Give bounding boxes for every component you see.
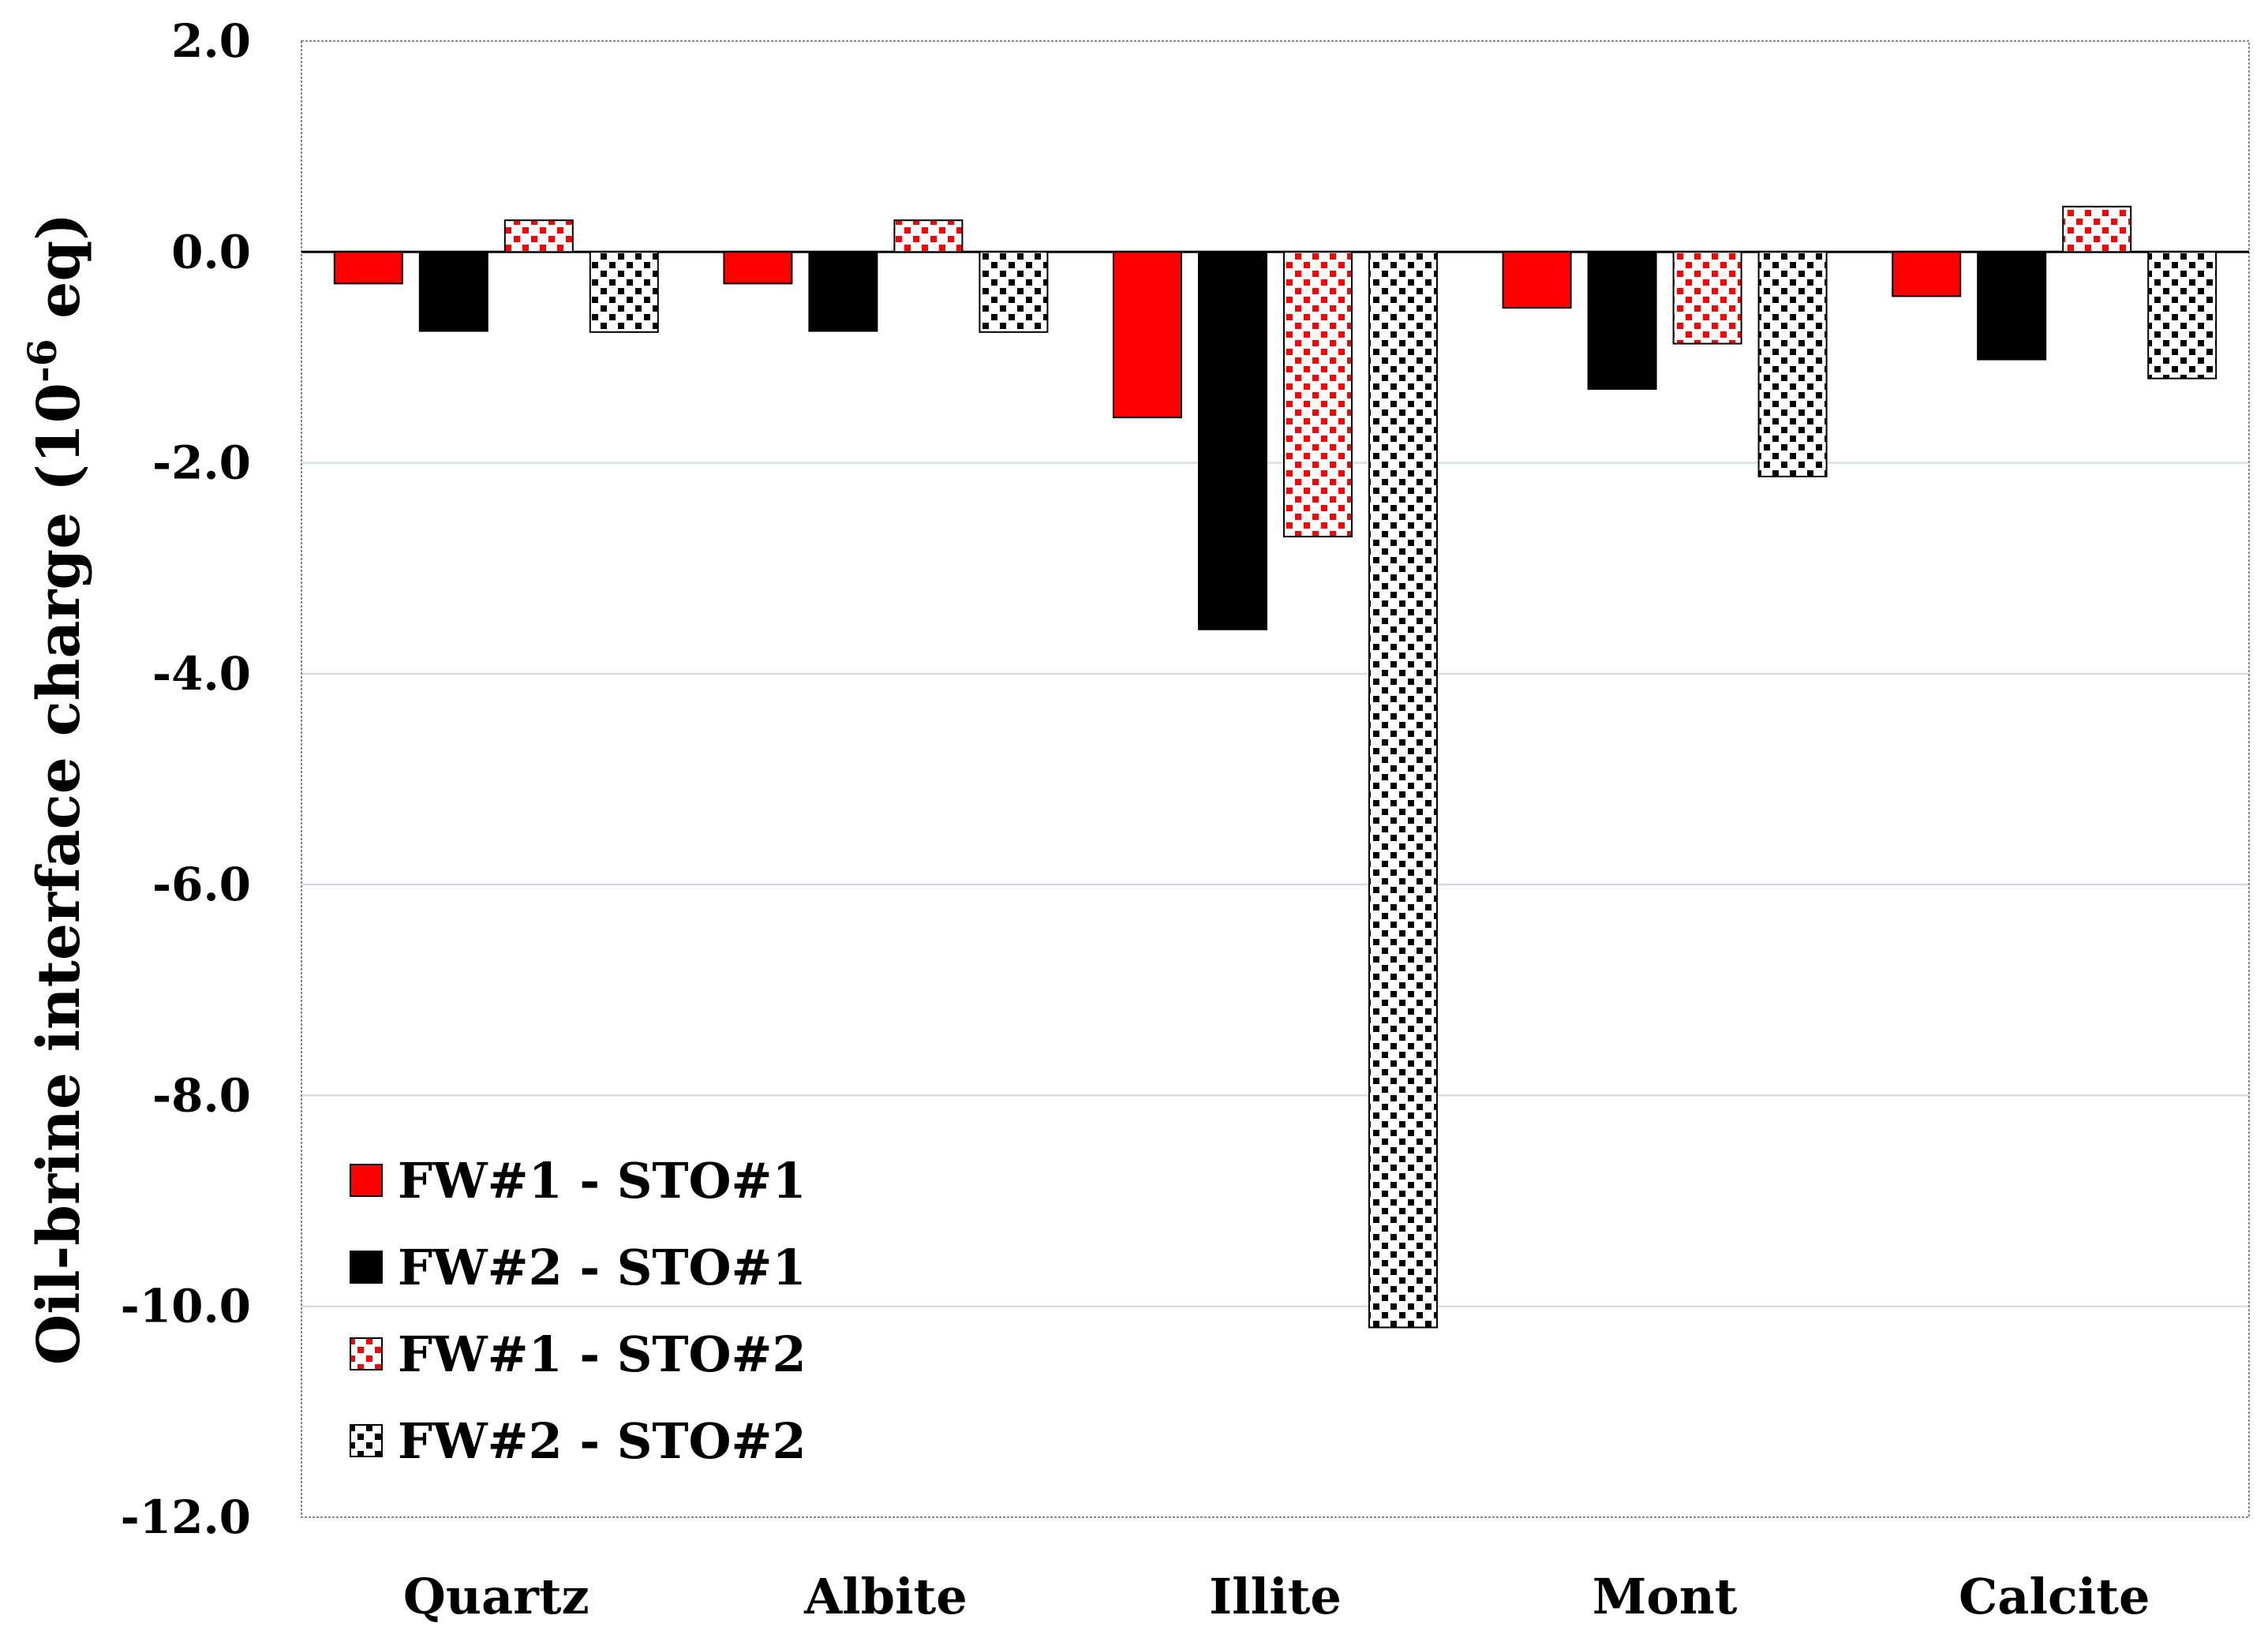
y-tick-labels: 2.0 0.0 -2.0 -4.0 -6.0 -8.0 -10.0 -12.0 <box>121 14 251 1544</box>
y-axis-title-main: Oil-brine interface charge (10 <box>25 383 93 1365</box>
bar <box>418 251 488 332</box>
bar <box>1198 251 1267 630</box>
bar <box>333 251 403 285</box>
legend-swatch <box>350 1251 383 1284</box>
x-category-label: Quartz <box>403 1568 589 1625</box>
x-category-label: Mont <box>1592 1568 1738 1625</box>
legend-swatch <box>350 1424 383 1457</box>
legend-label: FW#1 - STO#2 <box>398 1326 807 1383</box>
y-axis-title: Oil-brine interface charge (10-6 eq) <box>19 213 94 1365</box>
y-axis-title-tail: eq) <box>25 213 93 339</box>
bar <box>1672 251 1742 345</box>
legend: FW#1 - STO#1 FW#2 - STO#1 FW#1 - STO#2 FW#2… <box>350 1152 807 1470</box>
y-tick-label: -4.0 <box>152 647 251 701</box>
y-tick-label: 0.0 <box>171 225 251 279</box>
x-category-labels: Quartz Albite Illite Mont Calcite <box>403 1568 2150 1625</box>
bar <box>979 251 1049 333</box>
bar <box>1757 251 1828 477</box>
legend-label: FW#1 - STO#1 <box>398 1152 807 1210</box>
bar <box>1587 251 1657 391</box>
x-category-label: Albite <box>803 1568 967 1625</box>
bars-group <box>333 205 2217 1329</box>
bar <box>1977 251 2047 361</box>
y-tick-label: -10.0 <box>121 1280 251 1333</box>
legend-label: FW#2 - STO#1 <box>398 1239 807 1296</box>
x-category-label: Illite <box>1209 1568 1342 1625</box>
bar <box>723 251 793 285</box>
bar <box>893 219 964 253</box>
bar <box>503 219 574 253</box>
y-tick-label: -6.0 <box>152 858 251 911</box>
legend-swatch <box>350 1337 383 1370</box>
y-tick-label: -8.0 <box>152 1068 251 1122</box>
bar <box>1283 251 1353 538</box>
bar <box>2147 251 2217 380</box>
gridlines <box>301 251 2249 1307</box>
bar <box>1502 251 1572 309</box>
plot-frame <box>301 40 2250 1518</box>
x-category-label: Calcite <box>1959 1568 2150 1625</box>
y-axis-title-exponent: -6 <box>19 338 65 383</box>
y-tick-label: 2.0 <box>171 14 251 68</box>
bar <box>1368 251 1438 1329</box>
bar <box>808 251 878 332</box>
y-tick-label: -2.0 <box>152 436 251 490</box>
legend-label: FW#2 - STO#2 <box>398 1412 807 1470</box>
bar <box>1892 251 1962 297</box>
bar <box>1113 251 1182 419</box>
bar <box>2062 205 2132 253</box>
legend-swatch <box>350 1164 383 1197</box>
bar <box>589 251 659 333</box>
y-tick-label: -12.0 <box>121 1490 251 1544</box>
